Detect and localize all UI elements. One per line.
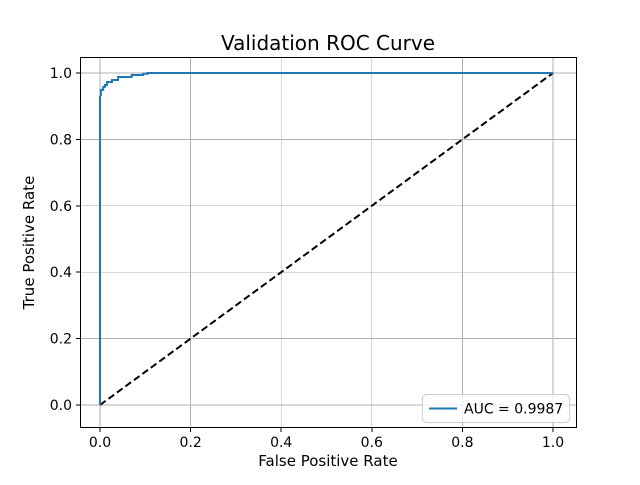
legend-auc-label: AUC = 0.9987 — [464, 402, 563, 418]
y-tick-label: 0.6 — [50, 199, 72, 215]
x-tick-label: 0.0 — [89, 435, 111, 451]
tick-marks-and-labels: 0.0 0.2 0.4 0.6 0.8 1.0 0.0 0.2 0.4 0.6 0.8 1.0 — [50, 66, 564, 451]
y-axis-label: True Positive Rate — [20, 176, 38, 311]
x-tick-label: 0.2 — [179, 435, 201, 451]
series — [99, 72, 554, 406]
legend: AUC = 0.9987 — [422, 394, 570, 423]
plot-border — [80, 57, 577, 428]
series-line-chance-diagonal — [99, 72, 554, 406]
series-line-roc-curve — [99, 72, 553, 405]
chart-title: Validation ROC Curve — [221, 31, 435, 55]
legend-box — [422, 394, 570, 423]
axes: 0.0 0.2 0.4 0.6 0.8 1.0 0.0 0.2 0.4 0.6 0.8 1.0 — [50, 57, 577, 451]
y-tick-label: 0.0 — [50, 398, 72, 414]
x-tick-label: 0.4 — [270, 435, 292, 451]
x-axis-label: False Positive Rate — [258, 452, 397, 470]
y-tick-label: 0.4 — [50, 265, 72, 281]
y-tick-label: 0.2 — [50, 332, 72, 348]
y-tick-label: 0.8 — [50, 132, 72, 148]
x-tick-label: 0.8 — [451, 435, 473, 451]
x-tick-label: 0.6 — [361, 435, 383, 451]
x-tick-label: 1.0 — [542, 435, 564, 451]
y-tick-label: 1.0 — [50, 66, 72, 82]
grid — [80, 57, 577, 428]
